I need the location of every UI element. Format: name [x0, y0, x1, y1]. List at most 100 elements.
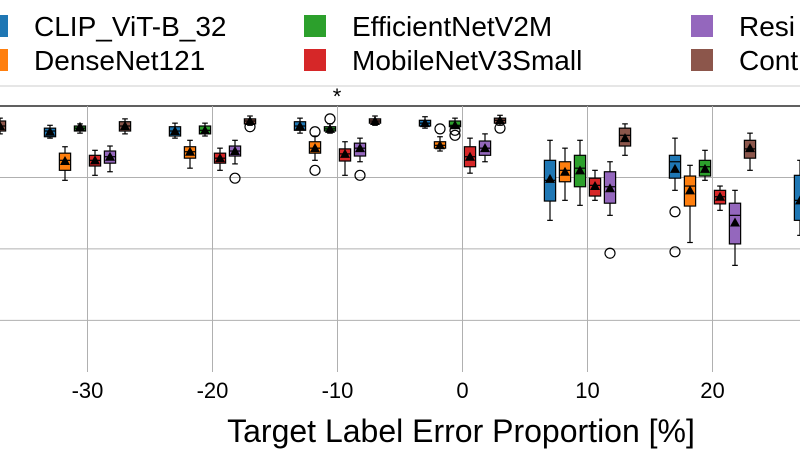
- box-group: [713, 185, 727, 211]
- x-axis-label: Target Label Error Proportion [%]: [227, 413, 695, 449]
- mean-marker: [495, 115, 505, 125]
- box-group: [448, 117, 462, 141]
- mean-marker: [420, 118, 430, 128]
- box-group: [88, 149, 102, 176]
- legend-label: MobileNetV3Small: [352, 45, 582, 76]
- outlier: [449, 129, 461, 141]
- legend-swatch: [0, 49, 8, 71]
- outlier: [494, 122, 506, 134]
- legend-swatch: [0, 15, 8, 37]
- mean-marker: [575, 165, 585, 175]
- mean-marker: [700, 163, 710, 173]
- legend-label: DenseNet121: [34, 45, 205, 76]
- legend-frame: [0, 0, 800, 87]
- mean-marker: [745, 143, 755, 153]
- mean-marker: [230, 146, 240, 156]
- mean-marker: [480, 143, 490, 153]
- plot-area: [0, 113, 800, 266]
- mean-marker: [200, 125, 210, 135]
- mean-marker: [75, 121, 85, 131]
- box-group: [323, 113, 337, 134]
- box-group: [603, 161, 617, 259]
- x-tick-label: 20: [700, 378, 724, 403]
- mean-marker: [795, 195, 800, 205]
- x-tick-label: -20: [197, 378, 229, 403]
- mean-marker: [325, 123, 335, 133]
- outlier: [669, 246, 681, 258]
- mean-marker: [590, 181, 600, 191]
- grid: [0, 106, 800, 372]
- x-tick-label: 0: [456, 378, 468, 403]
- mean-marker: [465, 151, 475, 161]
- legend-swatch: [304, 49, 326, 71]
- mean-marker: [670, 163, 680, 173]
- mean-marker: [545, 173, 555, 183]
- outlier: [324, 113, 336, 125]
- annotation: *: [333, 84, 342, 109]
- legend-label: EfficientNetV2M: [352, 11, 552, 42]
- legend-swatch: [304, 15, 326, 37]
- box-group: [368, 115, 382, 126]
- mean-marker: [0, 121, 5, 131]
- mean-marker: [310, 143, 320, 153]
- outlier: [229, 172, 241, 184]
- box: [793, 174, 800, 221]
- outlier: [309, 126, 321, 138]
- mean-marker: [185, 146, 195, 156]
- legend-label: CLIP_ViT-B_32: [34, 11, 227, 42]
- box-group: [213, 147, 227, 171]
- box-group: [463, 137, 477, 174]
- box-group: [43, 124, 57, 139]
- mean-marker: [340, 148, 350, 158]
- box-group: [478, 133, 492, 163]
- box-group: [743, 132, 757, 171]
- mean-marker: [355, 143, 365, 153]
- mean-marker: [370, 116, 380, 126]
- mean-marker: [170, 126, 180, 136]
- outlier: [669, 206, 681, 218]
- outlier: [244, 121, 256, 133]
- box-group: [73, 121, 87, 134]
- box-group: [683, 164, 697, 244]
- box-group: [338, 141, 352, 176]
- x-tick-label: 10: [575, 378, 599, 403]
- box-group: [293, 117, 307, 134]
- outlier: [604, 247, 616, 259]
- box-group: [433, 123, 447, 152]
- box-group: [183, 139, 197, 169]
- box-group: [243, 115, 257, 133]
- box-group: [543, 139, 557, 221]
- box-group: [168, 122, 182, 139]
- mean-marker: [560, 166, 570, 176]
- mean-marker: [105, 151, 115, 161]
- box-group: [198, 122, 212, 137]
- box-group: [668, 137, 682, 258]
- mean-marker: [60, 156, 70, 166]
- box-group: [618, 123, 632, 156]
- box-group: [103, 145, 117, 173]
- outlier: [354, 169, 366, 181]
- outlier: [449, 124, 461, 136]
- box-group: [228, 139, 242, 184]
- box-group: [418, 116, 432, 129]
- outlier: [309, 164, 321, 176]
- box-group: [118, 118, 132, 135]
- mean-marker: [295, 121, 305, 131]
- mean-marker: [620, 133, 630, 143]
- outlier: [434, 123, 446, 135]
- mean-marker: [730, 217, 740, 227]
- box-group: [728, 189, 742, 266]
- legend-label: Resi: [739, 11, 795, 42]
- box-group: [493, 114, 507, 134]
- box-group: [588, 169, 602, 201]
- mean-marker: [435, 140, 445, 150]
- box-group: [353, 137, 367, 181]
- box-group: [698, 149, 712, 181]
- mean-marker: [120, 121, 130, 131]
- x-tick-label: -30: [72, 378, 104, 403]
- box-group: [573, 139, 587, 206]
- mean-marker: [715, 191, 725, 201]
- legend-swatch: [691, 49, 713, 71]
